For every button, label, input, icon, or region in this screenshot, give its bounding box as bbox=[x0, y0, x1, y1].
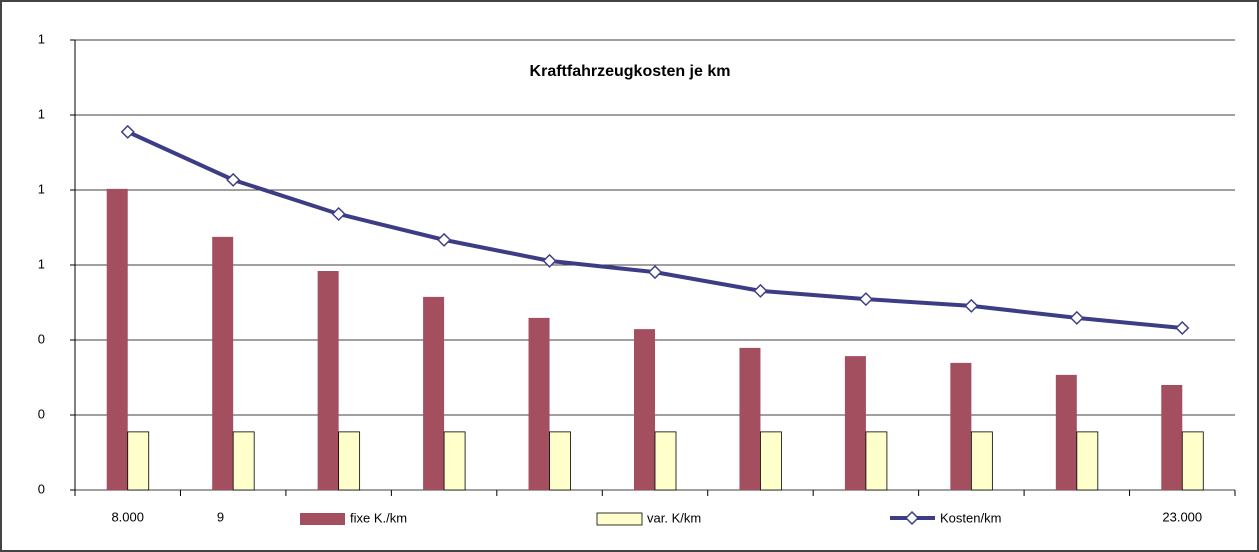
bar bbox=[844, 356, 866, 490]
bar bbox=[739, 347, 761, 490]
y-tick-label: 0 bbox=[38, 481, 45, 496]
marker bbox=[964, 298, 979, 313]
bar bbox=[528, 317, 550, 490]
legend-label: var. K/km bbox=[647, 510, 701, 525]
bar bbox=[338, 431, 361, 491]
marker bbox=[647, 265, 663, 280]
bar bbox=[634, 329, 655, 490]
marker bbox=[753, 283, 768, 298]
bar bbox=[654, 431, 677, 491]
marker bbox=[858, 292, 873, 307]
bar bbox=[317, 271, 339, 490]
bar bbox=[1076, 431, 1099, 491]
bar bbox=[212, 236, 234, 490]
x-tick-label: 8.000 bbox=[111, 509, 144, 524]
bar bbox=[443, 431, 466, 491]
bar bbox=[1055, 374, 1077, 490]
y-tick-label: 0 bbox=[38, 331, 45, 346]
bar bbox=[106, 188, 128, 490]
legend-swatch bbox=[300, 513, 345, 525]
bar bbox=[950, 362, 972, 490]
y-tick-label: 1 bbox=[38, 31, 45, 46]
bar bbox=[232, 431, 255, 491]
chart-title: Kraftfahrzeugkosten je km bbox=[530, 63, 731, 80]
marker bbox=[226, 172, 241, 187]
x-tick-label: 23.000 bbox=[1162, 509, 1202, 524]
y-tick-label: 1 bbox=[38, 256, 45, 271]
marker bbox=[331, 206, 346, 222]
legend-label: Kosten/km bbox=[940, 510, 1001, 525]
marker bbox=[1069, 310, 1084, 325]
marker bbox=[542, 253, 557, 268]
legend-marker bbox=[904, 510, 920, 526]
bar bbox=[970, 431, 993, 491]
marker bbox=[437, 232, 452, 247]
legend-box bbox=[225, 504, 1160, 532]
bar bbox=[423, 296, 445, 490]
y-tick-label: 1 bbox=[38, 181, 45, 196]
marker bbox=[1175, 320, 1190, 336]
bar bbox=[549, 431, 571, 491]
bar bbox=[1161, 385, 1183, 490]
legend-label: fixe K./km bbox=[350, 510, 407, 525]
legend-swatch bbox=[596, 512, 643, 526]
bar bbox=[127, 431, 150, 491]
bar bbox=[865, 431, 888, 491]
marker bbox=[120, 124, 135, 139]
y-tick-label: 0 bbox=[38, 406, 45, 421]
bar bbox=[1181, 431, 1204, 491]
y-tick-label: 1 bbox=[38, 106, 45, 121]
bar bbox=[760, 431, 782, 491]
